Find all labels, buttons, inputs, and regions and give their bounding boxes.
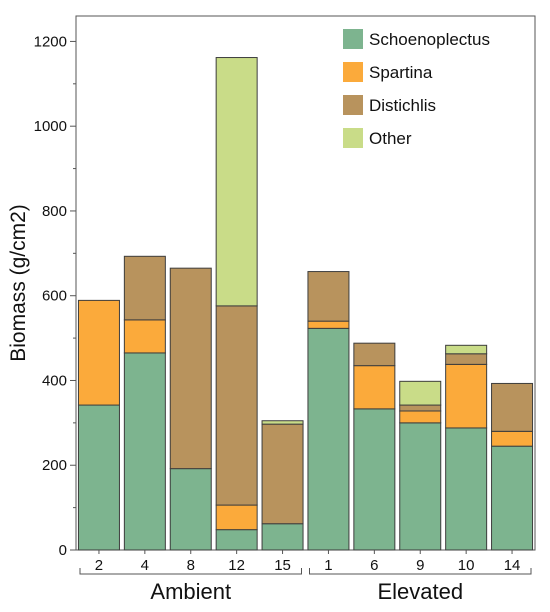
bar-segment-schoenoplectus — [399, 422, 442, 551]
y-axis-label: Biomass (g/cm2) — [7, 204, 30, 362]
bar-segment-schoenoplectus — [169, 468, 212, 551]
bar-segment-distichlis — [123, 255, 166, 321]
bar-segment-distichlis — [445, 353, 488, 365]
bar-segment-distichlis — [169, 267, 212, 470]
x-tick-label: 6 — [370, 557, 378, 574]
x-tick-label: 15 — [274, 557, 291, 574]
bar-segment-other — [445, 344, 488, 355]
bar-segment-schoenoplectus — [261, 523, 304, 551]
bar-segment-other — [215, 57, 258, 307]
bar-segment-schoenoplectus — [353, 408, 396, 551]
bar-segment-spartina — [123, 319, 166, 354]
bar-segment-spartina — [491, 430, 534, 447]
x-tick-label: 14 — [504, 557, 521, 574]
bar-segment-schoenoplectus — [123, 352, 166, 551]
bar-segment-spartina — [445, 363, 488, 429]
bar-segment-other — [399, 380, 442, 406]
y-tick-label: 400 — [42, 372, 67, 389]
bar-segment-distichlis — [399, 404, 442, 412]
y-tick-label: 600 — [42, 288, 67, 305]
legend-swatch — [343, 95, 363, 115]
bar-segment-spartina — [215, 504, 258, 531]
group-bracket — [309, 568, 532, 575]
bar-segment-schoenoplectus — [445, 427, 488, 551]
bar-segment-schoenoplectus — [491, 445, 534, 551]
bar-segment-distichlis — [215, 305, 258, 506]
bar-segment-spartina — [353, 365, 396, 410]
bar-segment-spartina — [307, 320, 350, 329]
group-label: Ambient — [150, 579, 231, 604]
y-tick-label: 1000 — [34, 118, 67, 135]
y-tick-label: 0 — [59, 542, 67, 559]
bars-layer — [75, 15, 536, 551]
bar-segment-distichlis — [353, 342, 396, 367]
legend-swatch — [343, 29, 363, 49]
y-axis: 0 200 400 600 800 1000 1200 — [34, 33, 76, 559]
group-bracket — [79, 568, 302, 575]
x-tick-label: 12 — [228, 557, 245, 574]
x-tick-label: 2 — [95, 557, 103, 574]
y-tick-label: 1200 — [34, 33, 67, 50]
bar-segment-distichlis — [307, 271, 350, 322]
bar-segment-distichlis — [491, 382, 534, 432]
legend-label: Spartina — [369, 63, 433, 82]
bar-segment-other — [261, 420, 304, 425]
bar-segment-spartina — [399, 410, 442, 424]
x-tick-label: 4 — [141, 557, 149, 574]
x-tick-label: 1 — [324, 557, 332, 574]
bar-segment-schoenoplectus — [307, 327, 350, 551]
y-tick-label: 800 — [42, 203, 67, 220]
bar-segment-schoenoplectus — [77, 404, 120, 551]
y-tick-label: 200 — [42, 457, 67, 474]
x-tick-label: 9 — [416, 557, 424, 574]
bar-segment-distichlis — [261, 423, 304, 525]
legend-label: Other — [369, 129, 412, 148]
bar-segment-spartina — [77, 299, 120, 406]
legend-swatch — [343, 62, 363, 82]
legend-label: Distichlis — [369, 96, 436, 115]
plot-frame — [75, 15, 536, 551]
x-tick-label: 8 — [187, 557, 195, 574]
legend-swatch — [343, 128, 363, 148]
legend: Schoenoplectus Spartina Distichlis Other — [343, 29, 490, 148]
legend-label: Schoenoplectus — [369, 30, 490, 49]
group-label: Elevated — [377, 579, 463, 604]
bar-segment-schoenoplectus — [215, 529, 258, 551]
x-axis: 2 4 8 12 15 1 6 9 10 14 Ambient Elevated — [79, 550, 532, 604]
x-tick-label: 10 — [458, 557, 475, 574]
